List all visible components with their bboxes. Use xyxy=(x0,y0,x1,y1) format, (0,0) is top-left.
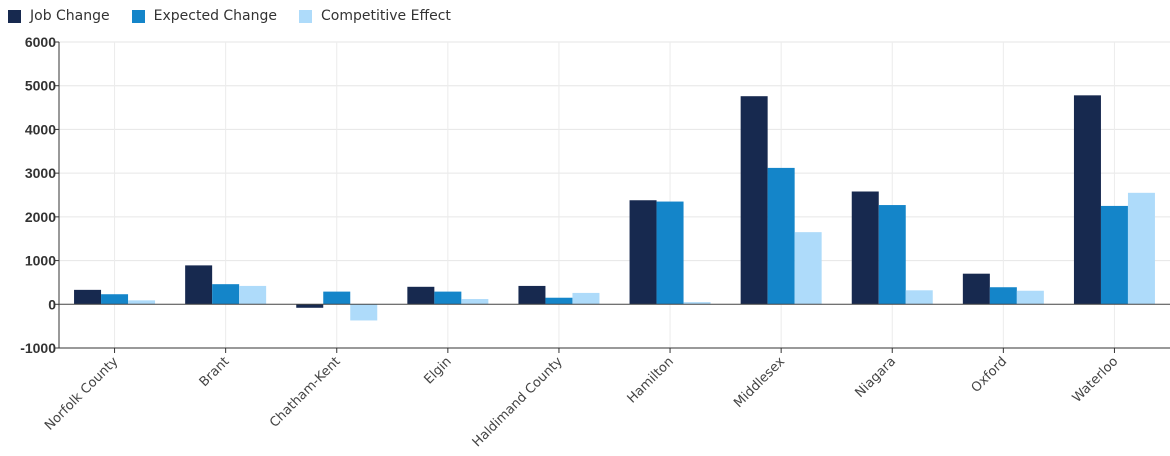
x-tick-label: Haldimand County xyxy=(470,354,566,450)
bar[interactable] xyxy=(101,294,129,305)
bar[interactable] xyxy=(878,205,906,305)
bar[interactable] xyxy=(545,297,573,305)
x-tick-label: Chatham-Kent xyxy=(267,354,343,430)
y-tick-label: 5000 xyxy=(25,78,56,94)
legend-swatch-job-change xyxy=(8,9,21,23)
y-tick-label: 2000 xyxy=(25,209,56,225)
legend-swatch-expected-change xyxy=(131,9,145,23)
x-tick-label: Middlesex xyxy=(731,354,788,411)
chart-legend: Job Change Expected Change Competitive E… xyxy=(8,8,451,24)
legend-item-job-change[interactable]: Job Change xyxy=(8,8,110,24)
bar[interactable] xyxy=(1127,192,1155,305)
bar[interactable] xyxy=(461,299,489,305)
bar[interactable] xyxy=(851,191,879,305)
x-tick-label: Hamilton xyxy=(625,354,677,406)
bar[interactable] xyxy=(629,200,657,305)
y-tick-label: 0 xyxy=(48,296,56,312)
bar[interactable] xyxy=(1073,95,1101,305)
legend-label-competitive-effect: Competitive Effect xyxy=(321,8,451,24)
bar[interactable] xyxy=(518,285,546,305)
bar[interactable] xyxy=(962,273,990,305)
bar[interactable] xyxy=(1016,290,1044,305)
bar[interactable] xyxy=(656,201,684,305)
y-tick-label: 6000 xyxy=(25,34,56,50)
bar[interactable] xyxy=(296,304,324,308)
bar[interactable] xyxy=(434,291,462,305)
x-tick-label: Waterloo xyxy=(1070,354,1122,406)
bar[interactable] xyxy=(1100,205,1128,305)
bar[interactable] xyxy=(905,290,933,305)
legend-item-expected-change[interactable]: Expected Change xyxy=(131,8,278,24)
y-tick-label: 1000 xyxy=(25,253,56,269)
axes xyxy=(55,41,1170,353)
bar[interactable] xyxy=(683,302,711,305)
x-tick-label: Elgin xyxy=(421,354,454,387)
y-tick-label: 4000 xyxy=(25,121,56,137)
x-tick-label: Brant xyxy=(197,354,233,390)
x-tick-label: Norfolk County xyxy=(42,354,122,434)
legend-label-expected-change: Expected Change xyxy=(153,8,278,24)
bar[interactable] xyxy=(128,300,156,305)
bar[interactable] xyxy=(350,304,378,321)
x-tick-label: Oxford xyxy=(969,354,1011,396)
bar[interactable] xyxy=(239,285,267,305)
bar[interactable] xyxy=(794,232,822,305)
bar[interactable] xyxy=(407,286,435,305)
legend-item-competitive-effect[interactable]: Competitive Effect xyxy=(299,8,451,24)
bar[interactable] xyxy=(323,291,351,305)
legend-swatch-competitive-effect xyxy=(299,9,313,23)
bar[interactable] xyxy=(989,287,1017,305)
bar[interactable] xyxy=(212,284,240,305)
y-tick-label: -1000 xyxy=(20,340,56,356)
y-tick-label: 3000 xyxy=(25,165,56,181)
bar[interactable] xyxy=(74,289,102,305)
x-tick-label: Niagara xyxy=(853,354,900,401)
tick-labels: -1000 0 1000 2000 3000 4000 5000 6000 Norfolk Co… xyxy=(20,34,1121,450)
bars xyxy=(74,95,1155,321)
bar[interactable] xyxy=(572,292,600,305)
bar[interactable] xyxy=(185,265,213,305)
bar[interactable] xyxy=(767,167,795,305)
bar[interactable] xyxy=(740,96,768,305)
legend-label-job-change: Job Change xyxy=(30,8,110,24)
